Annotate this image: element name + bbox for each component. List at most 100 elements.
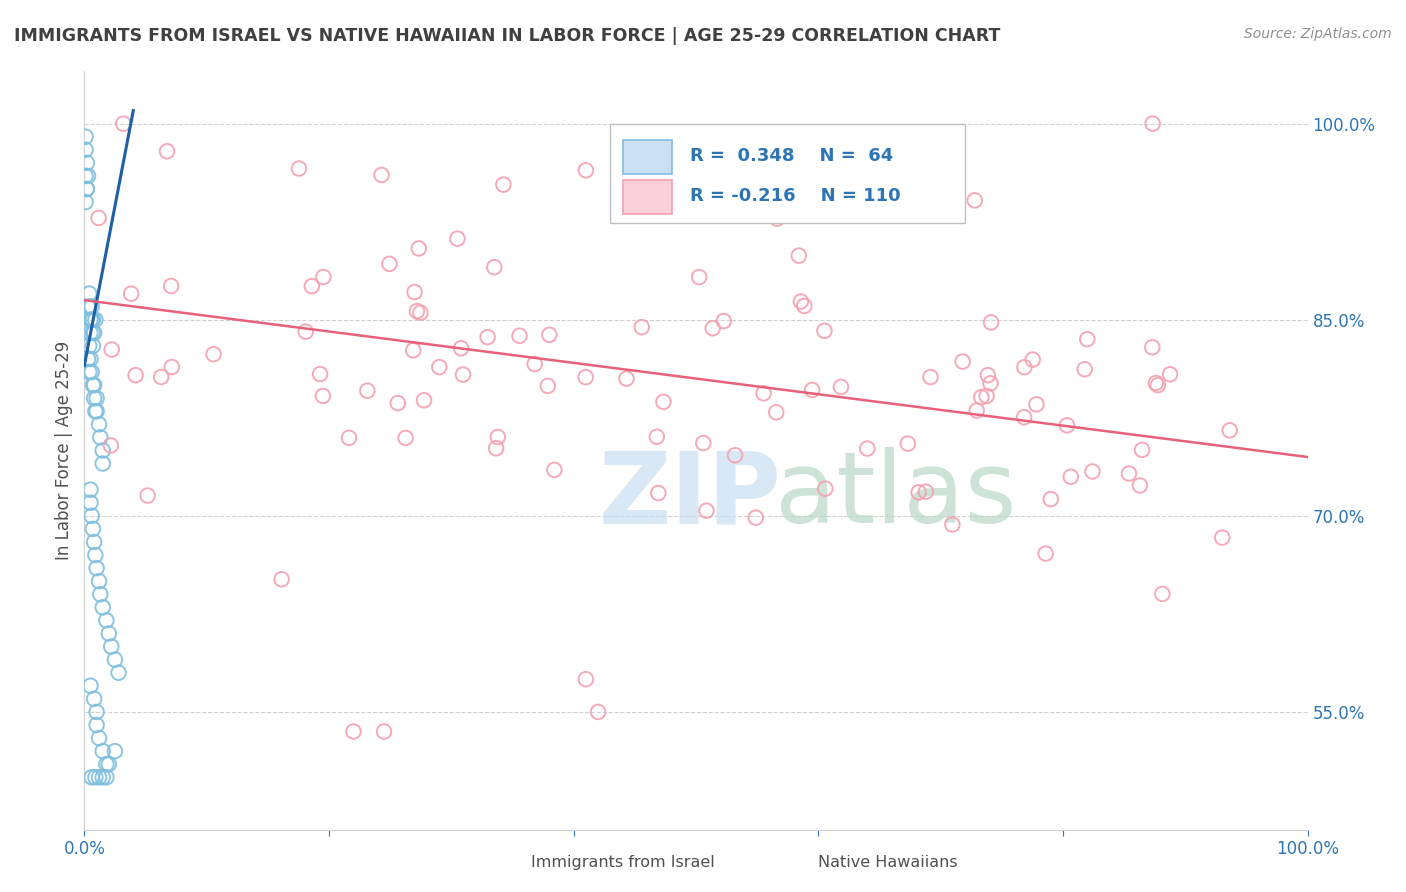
Point <box>543 463 565 477</box>
Point <box>75 143 97 157</box>
Point <box>801 383 824 397</box>
Point <box>724 448 747 462</box>
Point <box>1076 332 1098 346</box>
Point <box>100 343 122 357</box>
Point <box>82 522 104 536</box>
Point <box>941 517 963 532</box>
Point <box>373 724 395 739</box>
Point <box>813 324 835 338</box>
Point <box>82 339 104 353</box>
Point <box>86 718 108 732</box>
Point <box>86 705 108 719</box>
Point <box>408 242 430 256</box>
FancyBboxPatch shape <box>610 124 965 223</box>
Point <box>713 314 735 328</box>
Point <box>75 169 97 183</box>
Point <box>1035 547 1057 561</box>
Point <box>75 195 97 210</box>
Point <box>406 304 429 318</box>
Point <box>100 640 122 654</box>
Point <box>79 496 101 510</box>
Point <box>100 438 122 452</box>
Point <box>1142 117 1164 131</box>
Point <box>630 320 652 334</box>
Point <box>356 384 378 398</box>
Point <box>647 486 669 500</box>
Point <box>1142 340 1164 354</box>
Point <box>87 417 110 432</box>
Point <box>202 347 225 361</box>
Point <box>76 156 98 170</box>
Point <box>309 367 332 381</box>
Point <box>1073 362 1095 376</box>
Point <box>446 232 468 246</box>
Text: ZIP: ZIP <box>598 448 780 544</box>
Point <box>87 731 110 745</box>
Point <box>575 370 598 384</box>
Point <box>492 178 515 192</box>
Point <box>87 211 110 225</box>
Point <box>752 386 775 401</box>
Point <box>575 163 598 178</box>
Point <box>82 378 104 392</box>
Point <box>120 286 142 301</box>
Point <box>84 404 107 418</box>
Point <box>1130 442 1153 457</box>
Point <box>86 404 108 418</box>
Text: R = -0.216    N = 110: R = -0.216 N = 110 <box>690 187 900 205</box>
Text: atlas: atlas <box>776 448 1017 544</box>
Point <box>1012 410 1035 425</box>
Point <box>856 442 879 456</box>
Point <box>83 378 105 392</box>
Point <box>538 327 561 342</box>
Point <box>966 403 988 417</box>
Point <box>84 548 107 562</box>
Point <box>508 328 530 343</box>
FancyBboxPatch shape <box>623 139 672 174</box>
Point <box>645 430 668 444</box>
Point <box>89 587 111 601</box>
Point <box>91 443 114 458</box>
Point <box>150 370 173 384</box>
Point <box>1144 376 1167 390</box>
Text: Native Hawaiians: Native Hawaiians <box>818 855 957 871</box>
Point <box>124 368 146 383</box>
Point <box>745 510 768 524</box>
Point <box>394 431 416 445</box>
Point <box>915 484 938 499</box>
Y-axis label: In Labor Force | Age 25-29: In Labor Force | Age 25-29 <box>55 341 73 560</box>
Point <box>823 178 845 193</box>
Point <box>523 357 546 371</box>
Point <box>84 770 107 784</box>
Point <box>409 306 432 320</box>
Point <box>160 359 183 374</box>
Point <box>952 354 974 368</box>
Point <box>83 391 105 405</box>
FancyBboxPatch shape <box>623 180 672 214</box>
Point <box>82 326 104 340</box>
Point <box>76 182 98 196</box>
Point <box>87 574 110 589</box>
Point <box>976 389 998 403</box>
Point <box>79 483 101 497</box>
Point <box>963 194 986 208</box>
Point <box>112 117 135 131</box>
Point <box>83 691 105 706</box>
Point <box>80 770 103 784</box>
Text: Source: ZipAtlas.com: Source: ZipAtlas.com <box>1244 27 1392 41</box>
Point <box>1129 478 1152 492</box>
Point <box>484 260 506 275</box>
Point <box>695 503 717 517</box>
Point <box>977 368 1000 383</box>
Point <box>450 341 472 355</box>
Point <box>378 257 401 271</box>
Point <box>86 561 108 575</box>
Point <box>301 279 323 293</box>
Point <box>370 168 392 182</box>
Point <box>86 391 108 405</box>
Point <box>1118 467 1140 481</box>
Point <box>91 457 114 471</box>
Point <box>688 270 710 285</box>
Point <box>91 600 114 615</box>
Point <box>692 436 714 450</box>
